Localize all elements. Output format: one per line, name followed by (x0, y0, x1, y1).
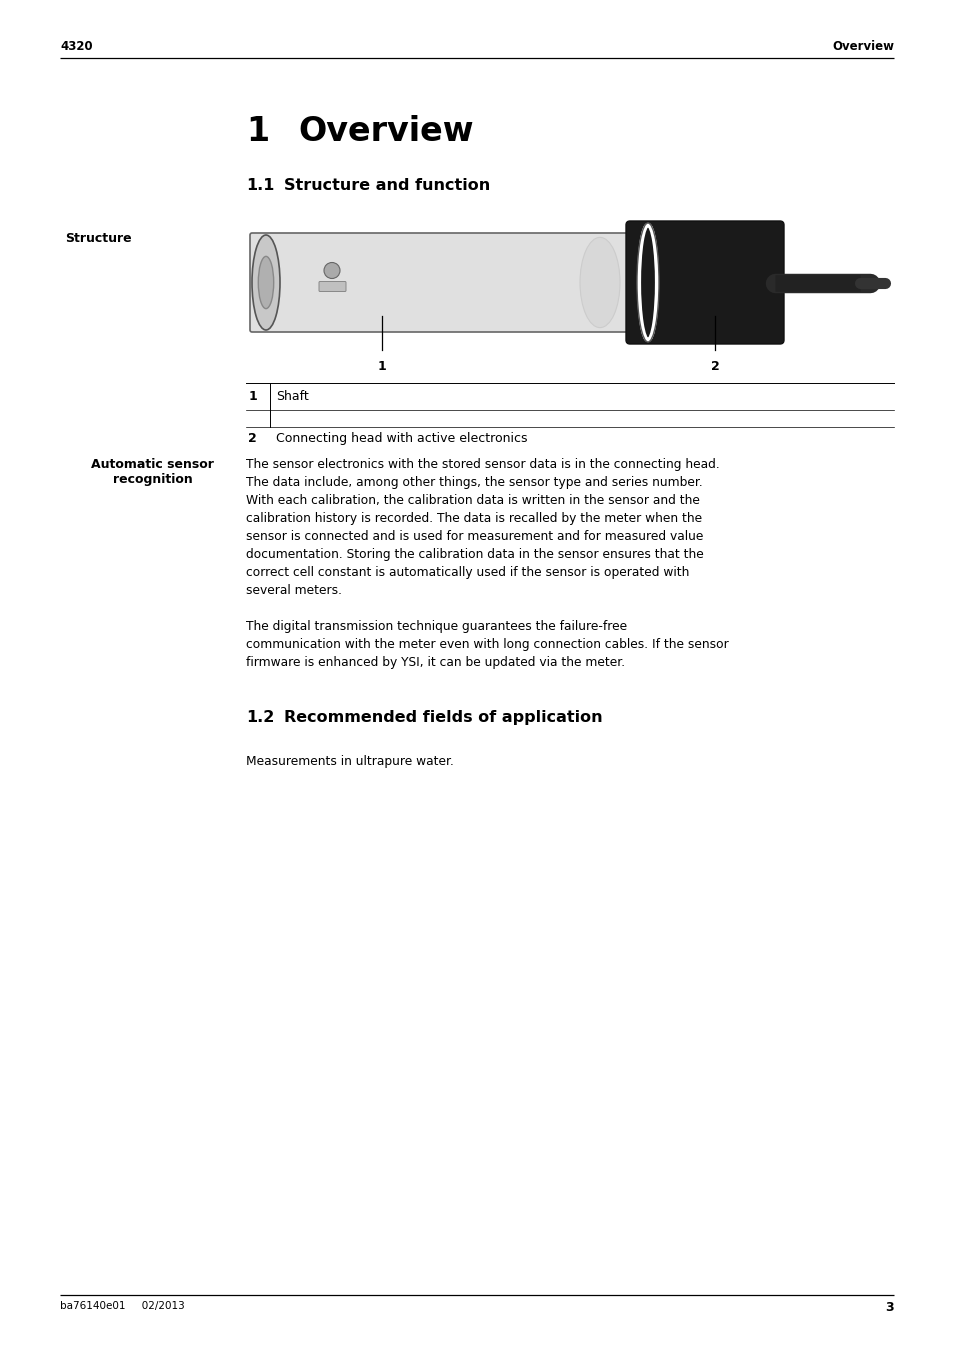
Ellipse shape (252, 235, 280, 330)
Text: Structure: Structure (65, 232, 132, 245)
Text: 3: 3 (884, 1301, 893, 1315)
Text: 1: 1 (377, 359, 386, 373)
FancyBboxPatch shape (625, 222, 783, 345)
Text: 4320: 4320 (60, 41, 92, 53)
Text: Overview: Overview (298, 115, 474, 149)
Text: Shaft: Shaft (275, 390, 309, 403)
Text: 1.1: 1.1 (246, 178, 274, 193)
Text: Structure and function: Structure and function (284, 178, 490, 193)
Text: 1.2: 1.2 (246, 711, 274, 725)
Text: Measurements in ultrapure water.: Measurements in ultrapure water. (246, 755, 454, 767)
Ellipse shape (579, 238, 619, 328)
FancyBboxPatch shape (250, 232, 661, 332)
Text: Overview: Overview (831, 41, 893, 53)
FancyBboxPatch shape (318, 281, 346, 292)
Text: Connecting head with active electronics: Connecting head with active electronics (275, 432, 527, 444)
Text: The digital transmission technique guarantees the failure-free
communication wit: The digital transmission technique guara… (246, 620, 728, 669)
Text: Automatic sensor
recognition: Automatic sensor recognition (91, 458, 213, 486)
Text: 2: 2 (710, 359, 719, 373)
Text: The sensor electronics with the stored sensor data is in the connecting head.
Th: The sensor electronics with the stored s… (246, 458, 720, 597)
Text: Recommended fields of application: Recommended fields of application (284, 711, 602, 725)
Text: 1: 1 (248, 390, 256, 403)
Ellipse shape (639, 226, 657, 340)
Text: 2: 2 (248, 432, 256, 444)
Circle shape (324, 262, 339, 278)
Text: ba76140e01     02/2013: ba76140e01 02/2013 (60, 1301, 185, 1310)
Text: 1: 1 (246, 115, 269, 149)
Ellipse shape (258, 257, 274, 308)
